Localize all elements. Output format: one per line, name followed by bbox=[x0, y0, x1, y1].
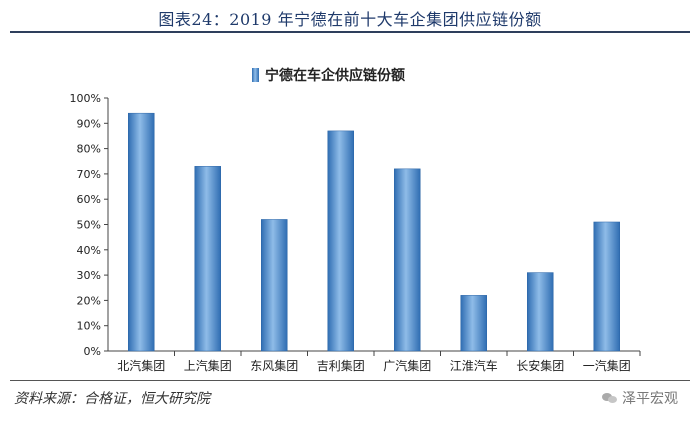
watermark-text: 泽平宏观 bbox=[622, 391, 678, 407]
bar bbox=[593, 221, 620, 352]
y-tick-label: 0% bbox=[84, 345, 101, 358]
y-tick-label: 10% bbox=[77, 320, 101, 333]
y-tick-label: 40% bbox=[77, 244, 101, 257]
y-tick-label: 50% bbox=[77, 219, 101, 232]
y-tick-label: 70% bbox=[77, 168, 101, 181]
x-tick-label: 上汽集团 bbox=[184, 358, 232, 373]
y-tick-label: 100% bbox=[70, 92, 101, 105]
x-tick-label: 北汽集团 bbox=[117, 358, 165, 373]
bar bbox=[394, 168, 421, 352]
x-tick-label: 广汽集团 bbox=[383, 358, 431, 373]
x-tick-label: 长安集团 bbox=[516, 358, 564, 373]
figure-title: 图表24：2019 年宁德在前十大车企集团供应链份额 bbox=[158, 10, 542, 29]
x-tick-label: 吉利集团 bbox=[317, 358, 365, 373]
footer-rule bbox=[10, 380, 690, 381]
bar bbox=[460, 295, 487, 352]
bar-chart: 宁德在车企供应链份额 0% 10% 20% 30% 40% 50% 60% 70% 80% 90%… bbox=[70, 67, 641, 373]
source-note: 资料来源：合格证，恒大研究院 bbox=[14, 391, 210, 407]
wechat-icon bbox=[602, 391, 618, 405]
y-tick-label: 80% bbox=[77, 143, 101, 156]
y-tick-label: 60% bbox=[77, 193, 101, 206]
bar bbox=[128, 112, 155, 352]
bar bbox=[327, 130, 354, 352]
x-tick-label: 一汽集团 bbox=[583, 358, 631, 373]
y-tick-label: 90% bbox=[77, 117, 101, 130]
x-tick-label: 东风集团 bbox=[250, 358, 298, 373]
legend-swatch bbox=[252, 68, 259, 82]
bar bbox=[527, 272, 554, 352]
x-tick-label: 江淮汽车 bbox=[450, 358, 498, 373]
bar bbox=[194, 166, 221, 352]
legend-label: 宁德在车企供应链份额 bbox=[265, 67, 405, 84]
y-tick-label: 30% bbox=[77, 269, 101, 282]
bar bbox=[261, 219, 288, 352]
chart-legend: 宁德在车企供应链份额 bbox=[252, 67, 405, 84]
watermark: 泽平宏观 bbox=[602, 388, 678, 408]
y-tick-label: 20% bbox=[77, 294, 101, 307]
title-rule bbox=[10, 31, 690, 33]
